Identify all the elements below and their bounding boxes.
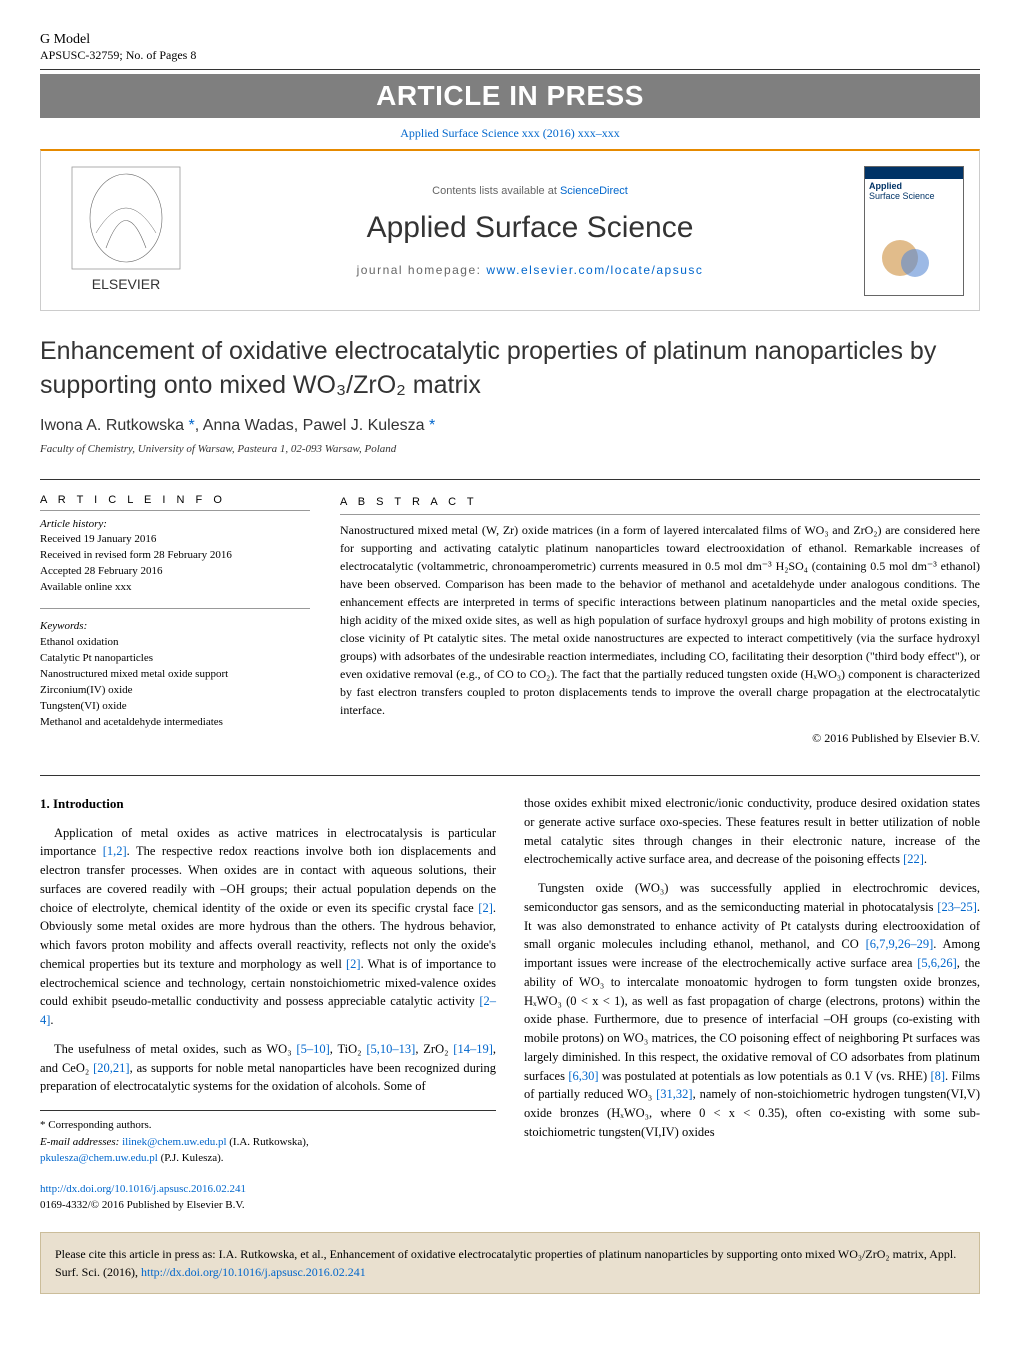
email-link-2[interactable]: pkulesza@chem.uw.edu.pl	[40, 1152, 158, 1164]
keyword-item: Zirconium(IV) oxide	[40, 683, 310, 699]
journal-name: Applied Surface Science	[211, 211, 849, 245]
history-item: Available online xxx	[40, 580, 310, 596]
gmodel-header: G Model APSUSC-32759; No. of Pages 8	[40, 32, 980, 70]
abstract: A B S T R A C T Nanostructured mixed met…	[340, 494, 980, 748]
issn-line: 0169-4332/© 2016 Published by Elsevier B…	[40, 1197, 496, 1214]
intro-para-3: those oxides exhibit mixed electronic/io…	[524, 794, 980, 869]
corr-asterisk-1: *	[184, 417, 195, 434]
keyword-item: Methanol and acetaldehyde intermediates	[40, 715, 310, 731]
cover-surface-text: Surface Science	[869, 191, 935, 201]
contents-text: Contents lists available at ScienceDirec…	[211, 185, 849, 197]
homepage-label: journal homepage:	[357, 263, 487, 277]
intro-heading: 1. Introduction	[40, 794, 496, 814]
abstract-text: Nanostructured mixed metal (W, Zr) oxide…	[340, 521, 980, 719]
header-center: Contents lists available at ScienceDirec…	[211, 185, 849, 277]
keyword-item: Tungsten(VI) oxide	[40, 699, 310, 715]
email-label: E-mail addresses:	[40, 1136, 122, 1148]
author-2: Anna Wadas	[203, 417, 294, 434]
article-info-heading: A R T I C L E I N F O	[40, 494, 310, 511]
intro-para-1: Application of metal oxides as active ma…	[40, 824, 496, 1030]
abstract-heading: A B S T R A C T	[340, 494, 980, 516]
abstract-copyright: © 2016 Published by Elsevier B.V.	[340, 729, 980, 747]
author-1: Iwona A. Rutkowska	[40, 417, 184, 434]
info-abstract-row: A R T I C L E I N F O Article history: R…	[40, 479, 980, 748]
affiliation: Faculty of Chemistry, University of Wars…	[40, 443, 980, 455]
keywords-block: Keywords: Ethanol oxidation Catalytic Pt…	[40, 619, 310, 731]
press-bar: ARTICLE IN PRESS	[40, 74, 980, 118]
journal-cover-area: AppliedSurface Science	[849, 166, 979, 296]
corr-asterisk-2: *	[425, 417, 436, 434]
keyword-item: Catalytic Pt nanoparticles	[40, 651, 310, 667]
cover-applied-text: Applied	[869, 181, 902, 191]
history-label: Article history:	[40, 517, 310, 533]
email1-suffix: (I.A. Rutkowska),	[227, 1136, 309, 1148]
history-item: Received in revised form 28 February 201…	[40, 548, 310, 564]
contents-label: Contents lists available at	[432, 185, 560, 197]
keyword-item: Nanostructured mixed metal oxide support	[40, 667, 310, 683]
email-link-1[interactable]: ilinek@chem.uw.edu.pl	[122, 1136, 226, 1148]
homepage-text: journal homepage: www.elsevier.com/locat…	[211, 263, 849, 277]
keyword-item: Ethanol oxidation	[40, 635, 310, 651]
keywords-label: Keywords:	[40, 619, 310, 635]
elsevier-logo-area: ELSEVIER	[41, 163, 211, 298]
elsevier-logo-icon: ELSEVIER	[66, 163, 186, 293]
gmodel-text: G Model	[40, 32, 980, 48]
divider	[40, 775, 980, 776]
column-right: those oxides exhibit mixed electronic/io…	[524, 794, 980, 1214]
citation-box: Please cite this article in press as: I.…	[40, 1232, 980, 1294]
email-line: E-mail addresses: ilinek@chem.uw.edu.pl …	[40, 1134, 496, 1151]
journal-cover-icon: AppliedSurface Science	[864, 166, 964, 296]
footnotes: * Corresponding authors. E-mail addresse…	[40, 1110, 496, 1167]
article-code: APSUSC-32759; No. of Pages 8	[40, 48, 980, 63]
column-left: 1. Introduction Application of metal oxi…	[40, 794, 496, 1214]
email2-suffix: (P.J. Kulesza).	[158, 1152, 224, 1164]
journal-header-block: ELSEVIER Contents lists available at Sci…	[40, 149, 980, 311]
body-columns: 1. Introduction Application of metal oxi…	[40, 794, 980, 1214]
sciencedirect-link[interactable]: ScienceDirect	[560, 185, 628, 197]
history-item: Accepted 28 February 2016	[40, 564, 310, 580]
svg-text:ELSEVIER: ELSEVIER	[92, 276, 160, 292]
history-block: Article history: Received 19 January 201…	[40, 517, 310, 597]
article-title: Enhancement of oxidative electrocatalyti…	[40, 335, 980, 403]
email-line-2: pkulesza@chem.uw.edu.pl (P.J. Kulesza).	[40, 1150, 496, 1167]
intro-para-2: The usefulness of metal oxides, such as …	[40, 1040, 496, 1096]
homepage-link[interactable]: www.elsevier.com/locate/apsusc	[486, 263, 703, 277]
history-item: Received 19 January 2016	[40, 532, 310, 548]
author-3: Pawel J. Kulesza	[303, 417, 425, 434]
doi-block: http://dx.doi.org/10.1016/j.apsusc.2016.…	[40, 1181, 496, 1214]
article-info: A R T I C L E I N F O Article history: R…	[40, 494, 310, 748]
journal-ref-top: Applied Surface Science xxx (2016) xxx–x…	[40, 118, 980, 149]
doi-link[interactable]: http://dx.doi.org/10.1016/j.apsusc.2016.…	[40, 1183, 246, 1195]
journal-ref-link[interactable]: Applied Surface Science xxx (2016) xxx–x…	[400, 126, 620, 140]
authors: Iwona A. Rutkowska *, Anna Wadas, Pawel …	[40, 417, 980, 435]
corresponding-authors: * Corresponding authors.	[40, 1117, 496, 1134]
citation-doi-link[interactable]: http://dx.doi.org/10.1016/j.apsusc.2016.…	[141, 1265, 366, 1279]
intro-para-4: Tungsten oxide (WO₃) was successfully ap…	[524, 879, 980, 1142]
